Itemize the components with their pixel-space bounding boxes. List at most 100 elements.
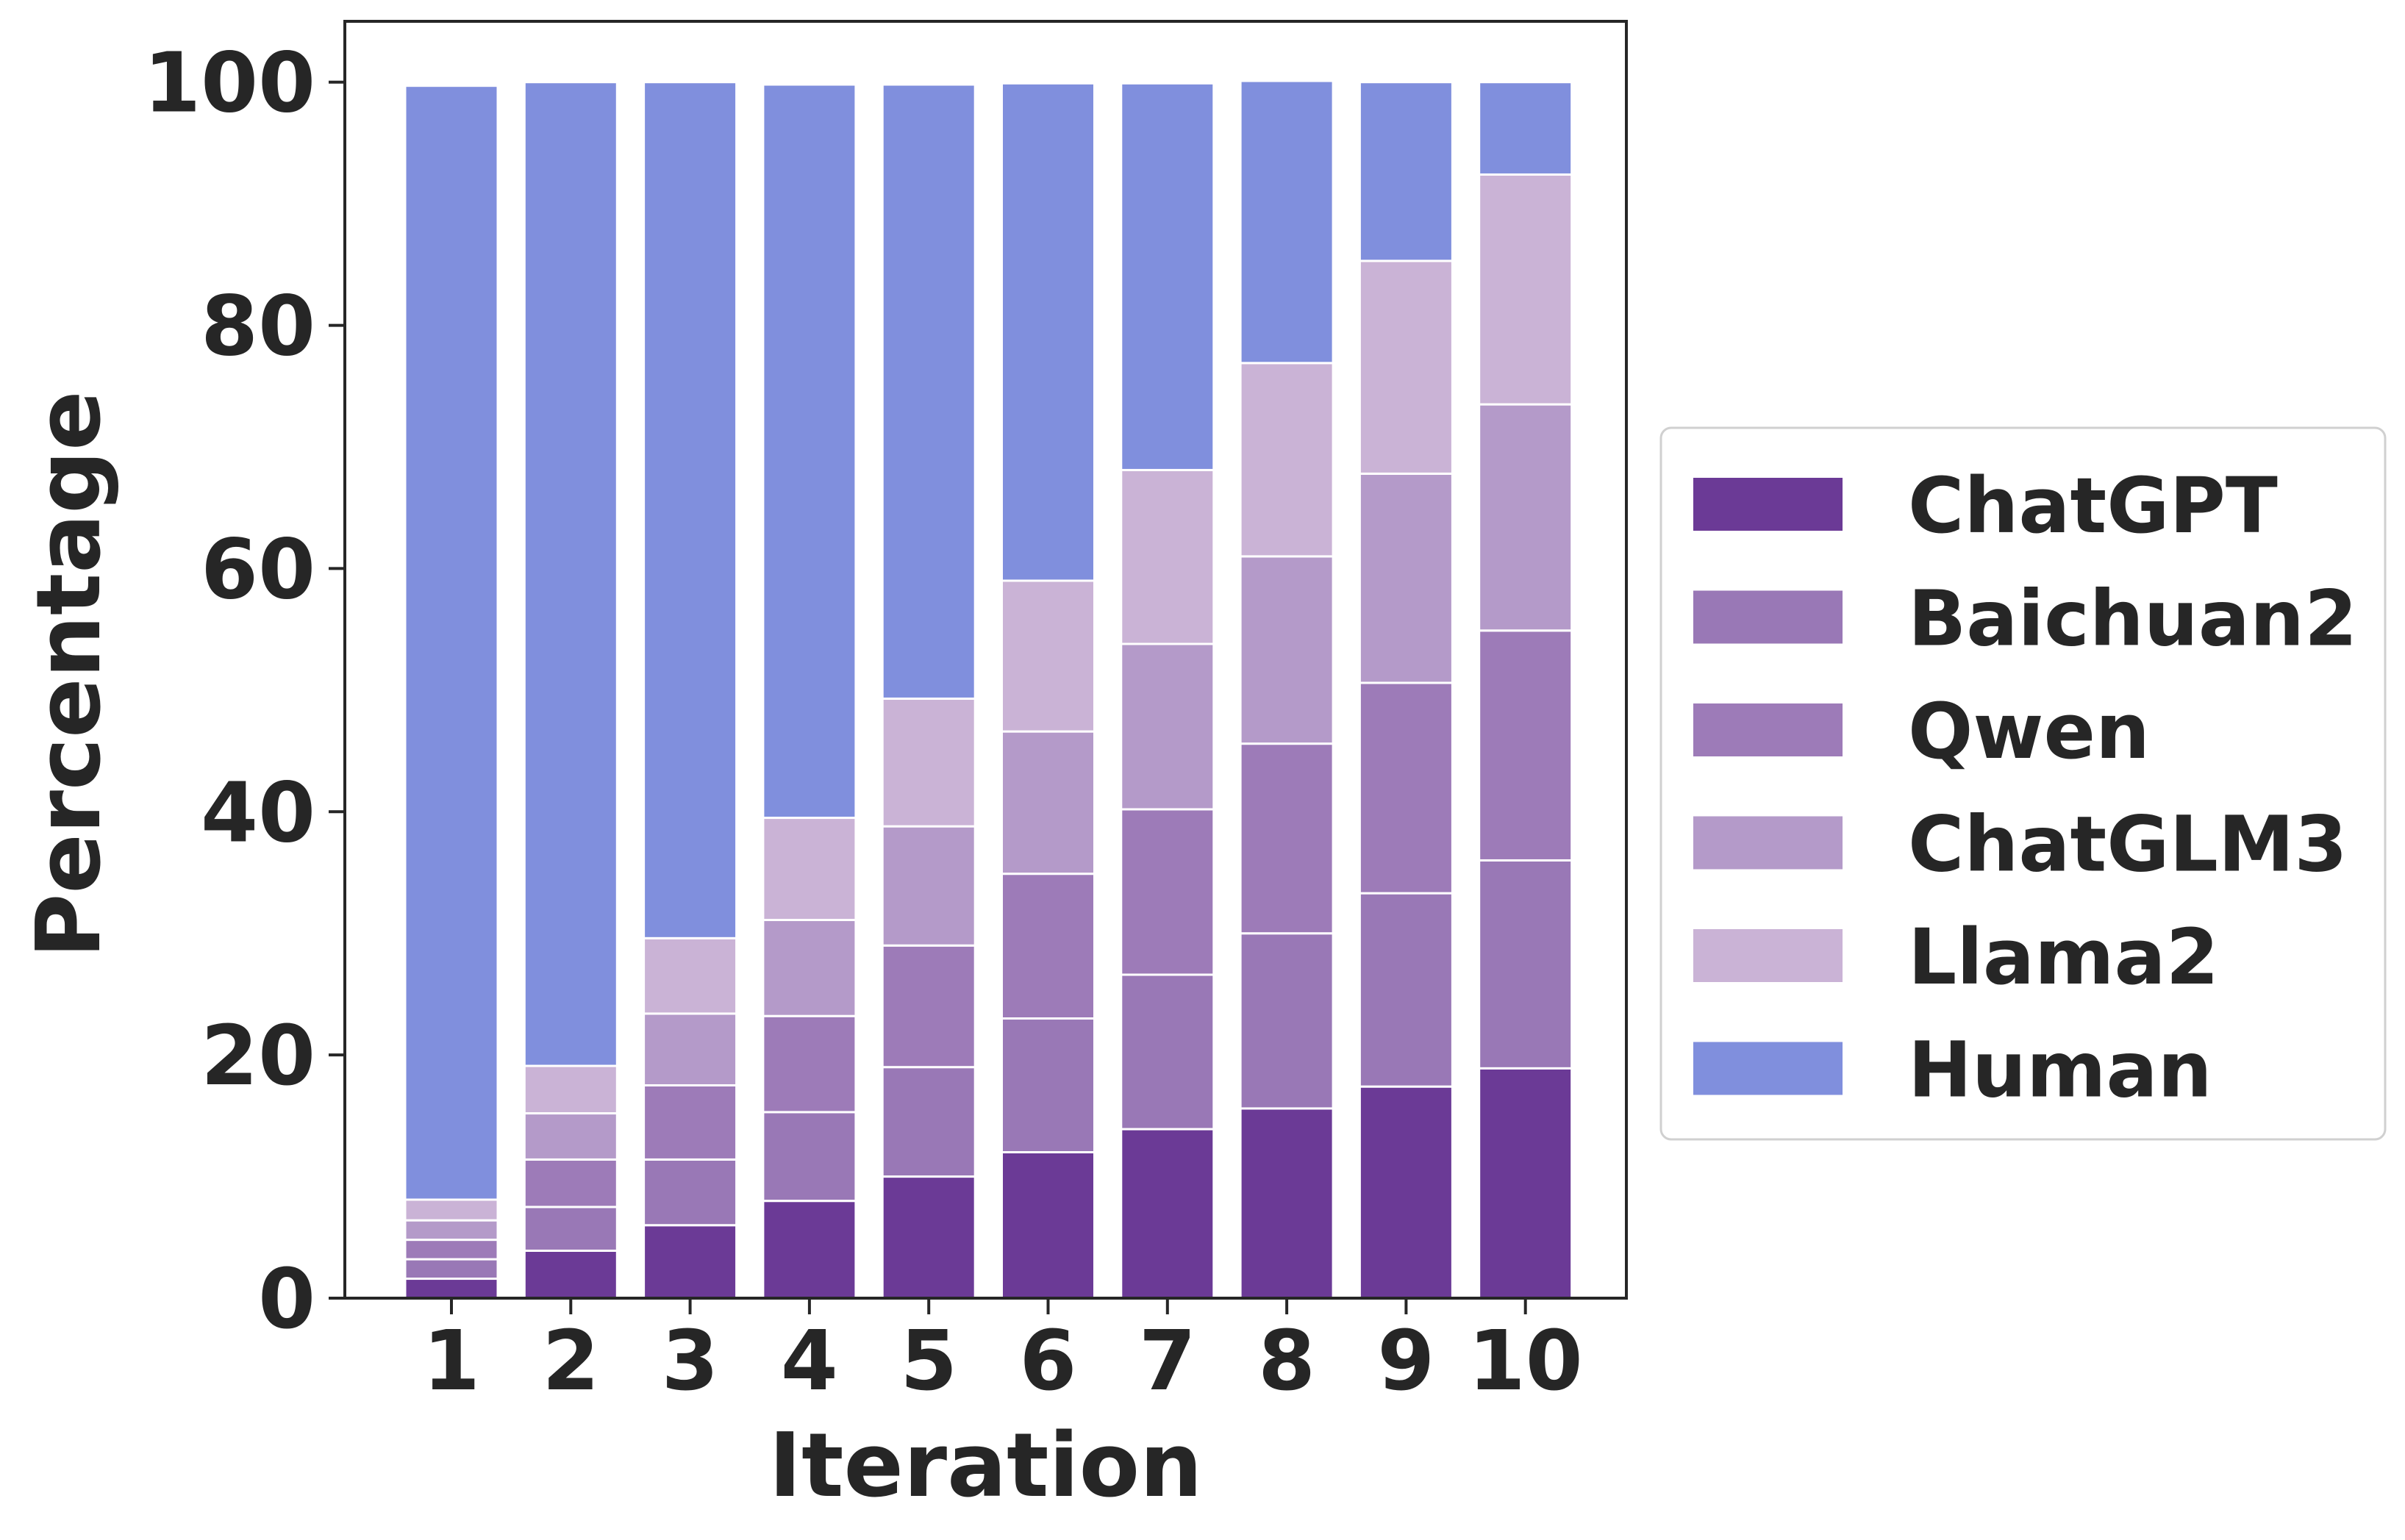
bar-segment-chatglm3-3: [643, 1012, 738, 1086]
bar-segment-chatgpt-7: [1120, 1128, 1215, 1300]
x-tick-label: 6: [1020, 1314, 1077, 1409]
bar-segment-human-1: [404, 85, 499, 1201]
bar-segment-chatglm3-7: [1120, 642, 1215, 811]
bar-segment-chatglm3-8: [1239, 555, 1334, 745]
legend-label: Llama2: [1908, 912, 2219, 1002]
bar-segment-baichuan2-5: [881, 1066, 976, 1178]
y-axis-label: Percentage: [18, 390, 121, 958]
bar-segment-baichuan2-7: [1120, 973, 1215, 1131]
bar-segment-chatgpt-3: [643, 1224, 738, 1300]
bar-segment-qwen-8: [1239, 742, 1334, 935]
y-tick-label: 100: [143, 36, 315, 132]
bar-segment-human-8: [1239, 79, 1334, 365]
bar-segment-qwen-1: [404, 1239, 499, 1261]
bar-segment-chatglm3-9: [1358, 472, 1454, 684]
bar-segment-chatglm3-6: [1001, 730, 1096, 875]
x-tick-label: 8: [1258, 1314, 1315, 1409]
bar-segment-chatgpt-6: [1001, 1150, 1096, 1300]
x-tick-label: 7: [1139, 1314, 1196, 1409]
bar-segment-qwen-2: [523, 1158, 618, 1208]
bar-segment-chatglm3-4: [762, 919, 857, 1017]
bar-segment-qwen-7: [1120, 808, 1215, 976]
legend-label: ChatGLM3: [1908, 800, 2348, 889]
bar-segment-llama2-9: [1358, 259, 1454, 475]
bar-segment-llama2-10: [1478, 173, 1573, 406]
legend-item-chatglm3: ChatGLM3: [1693, 800, 2348, 889]
bar-segment-qwen-3: [643, 1084, 738, 1161]
bar-segment-chatgpt-9: [1358, 1085, 1454, 1300]
bar-segment-human-9: [1358, 81, 1454, 262]
bar-segment-baichuan2-6: [1001, 1017, 1096, 1153]
bar-segment-baichuan2-1: [404, 1258, 499, 1281]
bar-segment-chatglm3-2: [523, 1112, 618, 1161]
legend-item-llama2: Llama2: [1693, 912, 2219, 1002]
bar-segment-chatgpt-1: [404, 1278, 499, 1300]
bar-segment-baichuan2-9: [1358, 892, 1454, 1088]
bar-segment-qwen-6: [1001, 873, 1096, 1020]
bar-segment-llama2-5: [881, 697, 976, 828]
bar-segment-chatgpt-10: [1478, 1067, 1573, 1300]
bar-segment-chatgpt-4: [762, 1200, 857, 1300]
legend-label: Baichuan2: [1908, 574, 2357, 664]
bar-segment-qwen-4: [762, 1014, 857, 1114]
y-tick-label: 20: [201, 1009, 315, 1104]
bar-segment-qwen-10: [1478, 629, 1573, 862]
bar-segment-human-5: [881, 83, 976, 700]
bar-segment-llama2-1: [404, 1198, 499, 1222]
bar-segment-human-6: [1001, 82, 1096, 582]
y-tick-label: 40: [201, 765, 315, 861]
y-tick-label: 60: [201, 522, 315, 617]
legend-swatch: [1693, 478, 1843, 531]
x-tick-label: 3: [662, 1314, 719, 1409]
bar-segment-llama2-8: [1239, 362, 1334, 558]
bar-segment-human-7: [1120, 82, 1215, 471]
bar-segment-baichuan2-4: [762, 1111, 857, 1203]
x-tick-label: 5: [900, 1314, 957, 1409]
bar-segment-chatglm3-10: [1478, 403, 1573, 632]
legend-label: Human: [1908, 1025, 2212, 1115]
legend-swatch: [1693, 816, 1843, 870]
legend-item-chatgpt: ChatGPT: [1693, 461, 2278, 551]
y-tick-label: 80: [201, 279, 315, 375]
x-tick-label: 10: [1468, 1314, 1583, 1409]
bar-segment-chatgpt-8: [1239, 1107, 1334, 1300]
bar-segment-chatglm3-1: [404, 1219, 499, 1242]
bar-segment-llama2-2: [523, 1064, 618, 1115]
legend-item-baichuan2: Baichuan2: [1693, 574, 2357, 664]
bar-segment-baichuan2-3: [643, 1158, 738, 1227]
bar-segment-llama2-4: [762, 817, 857, 922]
legend-swatch: [1693, 590, 1843, 644]
bar-segment-human-10: [1478, 81, 1573, 176]
x-tick-label: 2: [542, 1314, 599, 1409]
x-tick-label: 1: [423, 1314, 480, 1409]
legend: ChatGPT Baichuan2 Qwen ChatGLM3 Llama2 Human: [1659, 426, 2387, 1141]
legend-swatch: [1693, 1042, 1843, 1095]
ticks-layer: 0 20 40 60 80 100 1 2 3 4 5 6 7 8 9 10: [143, 36, 1582, 1409]
x-axis-label: Iteration: [769, 1415, 1203, 1517]
legend-label: ChatGPT: [1908, 461, 2278, 551]
bar-segment-human-3: [643, 81, 738, 939]
bar-segment-human-4: [762, 83, 857, 820]
y-tick-label: 0: [258, 1252, 315, 1347]
bar-segment-llama2-7: [1120, 468, 1215, 645]
bar-segment-baichuan2-8: [1239, 932, 1334, 1110]
bar-segment-qwen-9: [1358, 681, 1454, 895]
x-tick-label: 4: [781, 1314, 838, 1409]
bar-segment-chatgpt-2: [523, 1249, 618, 1300]
bar-segment-qwen-5: [881, 944, 976, 1069]
bar-segment-baichuan2-2: [523, 1206, 618, 1252]
bar-segment-baichuan2-10: [1478, 859, 1573, 1070]
legend-label: Qwen: [1908, 687, 2150, 776]
legend-swatch: [1693, 703, 1843, 756]
legend-swatch: [1693, 929, 1843, 982]
bar-segment-llama2-6: [1001, 579, 1096, 733]
bars-layer: [404, 79, 1573, 1300]
x-tick-label: 9: [1377, 1314, 1434, 1409]
legend-item-qwen: Qwen: [1693, 687, 2150, 776]
bar-segment-chatgpt-5: [881, 1175, 976, 1300]
bar-segment-chatglm3-5: [881, 825, 976, 947]
plot-frame: [343, 20, 1628, 1300]
legend-items: ChatGPT Baichuan2 Qwen ChatGLM3 Llama2 Human: [1693, 461, 2357, 1115]
